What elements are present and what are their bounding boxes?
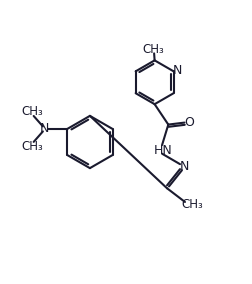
Text: CH₃: CH₃ <box>142 43 164 57</box>
Text: CH₃: CH₃ <box>21 140 43 153</box>
Text: CH₃: CH₃ <box>181 199 203 212</box>
Text: O: O <box>184 116 194 129</box>
Text: CH₃: CH₃ <box>21 105 43 118</box>
Text: HN: HN <box>154 144 173 157</box>
Text: N: N <box>180 160 189 173</box>
Text: N: N <box>40 122 50 135</box>
Text: N: N <box>173 64 182 77</box>
